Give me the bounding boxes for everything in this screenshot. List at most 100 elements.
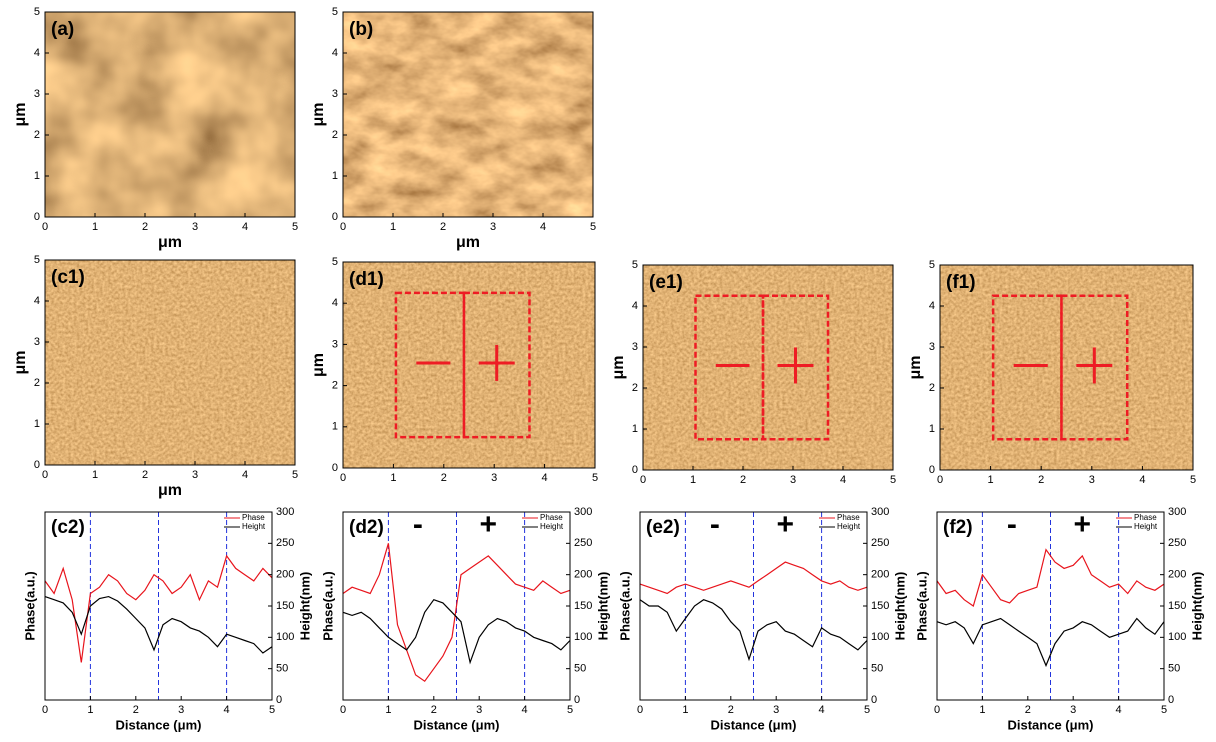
x-tick-label: 3 xyxy=(192,469,198,481)
x-tick-label: 1 xyxy=(682,704,688,716)
x-axis-label: μm xyxy=(158,234,182,251)
y-axis-label: Phase(a.u.) xyxy=(617,571,632,640)
x-tick-label: 2 xyxy=(431,704,437,716)
y-axis-label: Phase(a.u.) xyxy=(22,571,37,640)
y2-tick-label: 200 xyxy=(276,569,294,581)
x-tick-label: 2 xyxy=(1025,704,1031,716)
y2-tick-label: 150 xyxy=(1168,600,1186,612)
panel-label: (e1) xyxy=(649,272,683,293)
y-axis-label: μm xyxy=(310,353,327,377)
y-axis-label: μm xyxy=(610,355,627,379)
panel-label: (a) xyxy=(51,19,74,40)
y-tick-label: 4 xyxy=(929,300,935,312)
x-tick-label: 5 xyxy=(1161,704,1167,716)
y-tick-label: 4 xyxy=(34,47,40,59)
y-tick-label: 4 xyxy=(332,297,338,309)
x-tick-label: 1 xyxy=(92,221,98,233)
afm-image xyxy=(343,12,593,217)
panel-label: (c2) xyxy=(51,517,85,538)
x-tick-label: 3 xyxy=(773,704,779,716)
x-tick-label: 5 xyxy=(292,221,298,233)
y-tick-label: 0 xyxy=(34,459,40,471)
x-axis-label: μm xyxy=(456,234,480,251)
y-tick-label: 3 xyxy=(632,341,638,353)
x-tick-label: 2 xyxy=(440,221,446,233)
x-tick-label: 3 xyxy=(790,474,796,486)
y-tick-label: 3 xyxy=(929,341,935,353)
annotation: + xyxy=(777,508,795,541)
x-tick-label: 0 xyxy=(340,221,346,233)
x-tick-label: 1 xyxy=(690,474,696,486)
y2-tick-label: 100 xyxy=(1168,631,1186,643)
y2-tick-label: 0 xyxy=(574,694,580,706)
y2-tick-label: 150 xyxy=(276,600,294,612)
x-tick-label: 2 xyxy=(142,469,148,481)
x-tick-label: 5 xyxy=(890,474,896,486)
y2-tick-label: 300 xyxy=(1168,506,1186,518)
panel-label: (c1) xyxy=(51,267,85,288)
y2-tick-label: 250 xyxy=(574,537,592,549)
x-tick-label: 2 xyxy=(441,472,447,484)
annotation: - xyxy=(413,508,423,541)
y-tick-label: 5 xyxy=(34,254,40,266)
y2-axis-label: Height(nm) xyxy=(892,572,907,641)
y2-tick-label: 300 xyxy=(276,506,294,518)
panel-label: (f2) xyxy=(943,517,973,538)
y-tick-label: 1 xyxy=(34,418,40,430)
legend-label: Phase xyxy=(837,513,860,522)
y-tick-label: 3 xyxy=(34,88,40,100)
y-axis-label: μm xyxy=(12,350,29,374)
x-tick-label: 1 xyxy=(92,469,98,481)
y-tick-label: 0 xyxy=(34,211,40,223)
y2-axis-label: Height(nm) xyxy=(1189,572,1204,641)
x-tick-label: 4 xyxy=(840,474,846,486)
x-tick-label: 5 xyxy=(590,221,596,233)
x-axis-label: Distance (μm) xyxy=(116,717,202,732)
x-tick-label: 2 xyxy=(740,474,746,486)
y2-tick-label: 150 xyxy=(574,600,592,612)
x-tick-label: 2 xyxy=(142,221,148,233)
x-axis-label: μm xyxy=(158,482,182,499)
x-tick-label: 4 xyxy=(540,221,546,233)
x-tick-label: 0 xyxy=(934,704,940,716)
y2-tick-label: 0 xyxy=(276,694,282,706)
y-tick-label: 0 xyxy=(929,464,935,476)
x-tick-label: 5 xyxy=(567,704,573,716)
x-tick-label: 4 xyxy=(819,704,825,716)
x-tick-label: 1 xyxy=(988,474,994,486)
y-tick-label: 5 xyxy=(632,259,638,271)
y2-tick-label: 250 xyxy=(1168,537,1186,549)
x-tick-label: 4 xyxy=(522,704,528,716)
y-tick-label: 3 xyxy=(332,88,338,100)
y-tick-label: 2 xyxy=(929,382,935,394)
x-tick-label: 4 xyxy=(224,704,230,716)
y-tick-label: 2 xyxy=(332,129,338,141)
y-tick-label: 3 xyxy=(332,338,338,350)
legend-label: Height xyxy=(242,522,266,531)
x-tick-label: 5 xyxy=(292,469,298,481)
y-tick-label: 4 xyxy=(632,300,638,312)
x-tick-label: 3 xyxy=(491,472,497,484)
legend-label: Phase xyxy=(540,513,563,522)
x-tick-label: 0 xyxy=(340,704,346,716)
legend-label: Height xyxy=(1134,522,1158,531)
y-tick-label: 3 xyxy=(34,336,40,348)
panel-label: (b) xyxy=(349,19,373,40)
x-tick-label: 0 xyxy=(42,704,48,716)
x-tick-label: 4 xyxy=(242,469,248,481)
x-tick-label: 3 xyxy=(192,221,198,233)
y-axis-label: μm xyxy=(310,102,327,126)
x-tick-label: 2 xyxy=(1038,474,1044,486)
y2-axis-label: Height(nm) xyxy=(595,572,610,641)
y2-tick-label: 150 xyxy=(871,600,889,612)
x-tick-label: 1 xyxy=(390,221,396,233)
figure: 012345012345(a)μmμm012345012345(b)μmμm01… xyxy=(0,0,1216,742)
x-tick-label: 2 xyxy=(728,704,734,716)
x-tick-label: 3 xyxy=(178,704,184,716)
y2-tick-label: 50 xyxy=(574,663,586,675)
y-tick-label: 0 xyxy=(332,462,338,474)
y2-tick-label: 100 xyxy=(574,631,592,643)
x-axis-label: Distance (μm) xyxy=(414,717,500,732)
y2-tick-label: 250 xyxy=(871,537,889,549)
annotation: + xyxy=(480,508,498,541)
